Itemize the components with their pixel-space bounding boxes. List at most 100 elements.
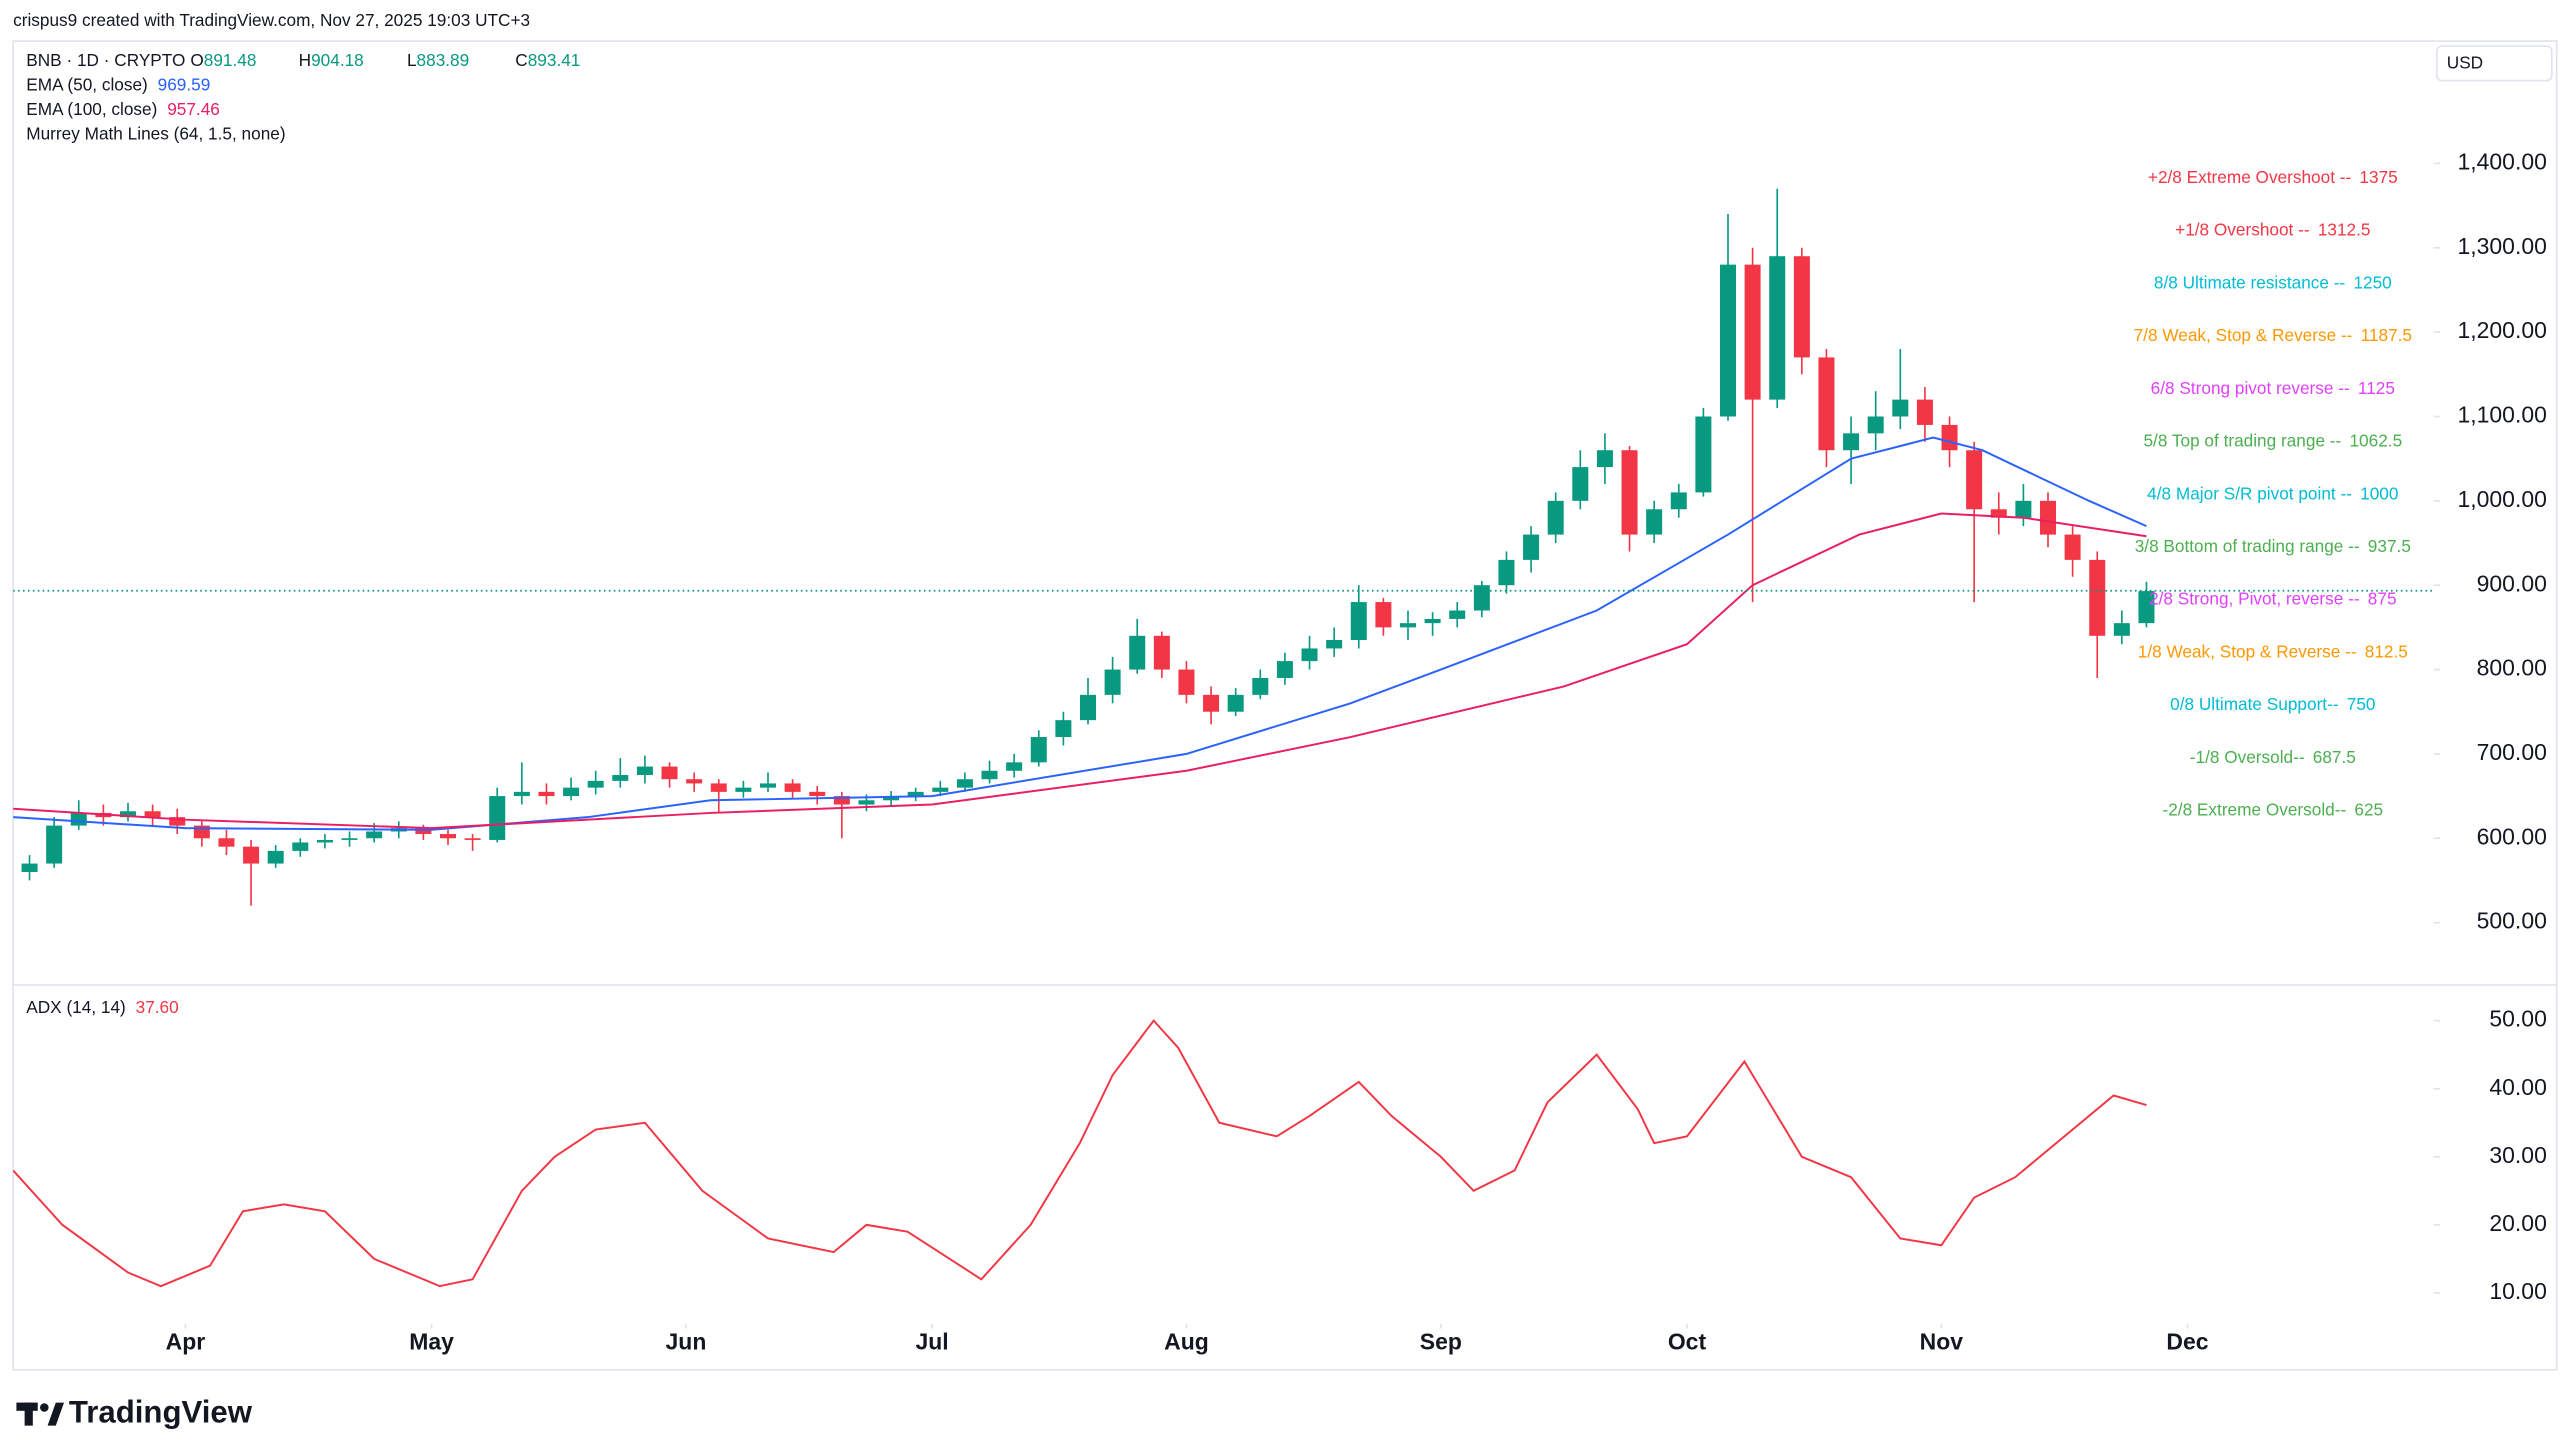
candle-body [1276,661,1293,678]
y-tick-label: 500.00 [2477,908,2547,934]
murrey-name: -1/8 Oversold-- [2190,746,2305,766]
candle-body [1178,669,1195,695]
x-tick-label: Aug [1164,1328,1209,1354]
y-tick-label: 20.00 [2489,1210,2546,1236]
murrey-name: 3/8 Bottom of trading range -- [2135,536,2360,556]
candle-body [1350,602,1367,641]
murrey-name: 2/8 Strong, Pivot, reverse -- [2149,588,2360,608]
candle-body [489,796,506,840]
candle-body [883,796,900,801]
murrey-value: 1062.5 [2349,430,2402,450]
candle-body [120,811,136,818]
candle-body [1670,492,1687,510]
candle-body [1793,256,1810,358]
candle-body [833,796,850,805]
legend-name: EMA (50, close) [26,74,148,94]
murrey-value: 1187.5 [2361,325,2412,345]
murrey-name: 6/8 Strong pivot reverse -- [2151,377,2350,397]
candle-body [1818,357,1835,451]
candle-body [1104,669,1121,695]
y-tick-label: 700.00 [2477,739,2547,765]
currency: USD [2447,53,2483,73]
x-tick-label: Dec [2166,1328,2208,1354]
candle-body [464,838,481,840]
price-plot: +2/8 Extreme Overshoot -- 1375 +1/8 Oversh… [13,166,2434,906]
y-tick-label: 1,400.00 [2457,148,2546,174]
murrey-name: 7/8 Weak, Stop & Reverse -- [2134,325,2353,345]
murrey-label: 4/8 Major S/R pivot point -- 1000 [2147,483,2398,503]
legend-name: EMA (100, close) [26,99,157,119]
murrey-label: 2/8 Strong, Pivot, reverse -- 875 [2149,588,2396,608]
adx-line [13,1019,2147,1288]
murrey-label: 0/8 Ultimate Support-- 750 [2170,694,2375,714]
x-tick-label: Jul [916,1328,949,1354]
y-tick-label: 1,300.00 [2457,233,2546,259]
candle-body [1744,264,1761,400]
murrey-label: +1/8 Overshoot -- 1312.5 [2175,219,2370,239]
candle-body [2089,559,2106,636]
chart-frame [12,40,2558,1371]
ohlc-label: O [190,49,203,69]
candle-body [1498,559,1515,586]
legend-value: 957.46 [167,99,220,119]
y-tick-label: 10.00 [2489,1278,2546,1304]
candle-body [809,791,826,797]
candle-body [1326,640,1343,649]
x-tick-label: May [409,1328,454,1354]
y-tick-label: 30.00 [2489,1142,2546,1168]
candle-body [563,787,580,797]
header: crispus9 created with TradingView.com, N… [13,10,530,30]
candle-body [1990,509,2007,518]
murrey-name: +2/8 Extreme Overshoot -- [2148,166,2351,186]
x-tick-label: Jun [666,1328,707,1354]
candle-body [415,828,432,835]
murrey-value: 687.5 [2313,746,2356,766]
murrey-name: +1/8 Overshoot -- [2175,219,2309,239]
legend-entry: ADX (14, 14) 37.60 [26,997,178,1017]
ohlc-label: H [299,49,311,69]
candle-body [46,825,63,864]
candle-body [341,838,358,840]
candle-body [292,842,309,851]
candle-body [1646,509,1663,535]
murrey-label: +2/8 Extreme Overshoot -- 1375 [2148,166,2398,186]
y-tick-label: 1,100.00 [2457,402,2546,428]
candle-body [2015,500,2032,518]
murrey-name: 1/8 Weak, Stop & Reverse -- [2138,641,2357,661]
y-tick-label: 600.00 [2477,823,2547,849]
candle-body [981,770,998,780]
candle-body [21,863,38,872]
candle-body [144,811,161,818]
chart-layer: 500.00 600.00 700.00 800.00 900.00 1,000.00 1,… [13,49,2547,1354]
candle-body [2113,623,2130,636]
candle-body [661,766,678,780]
murrey-value: 750 [2347,694,2376,714]
candle-body [1966,450,1983,510]
ohlc-label: L [407,49,417,69]
candle-body [2138,591,2155,624]
currency-box[interactable] [2436,45,2553,82]
candle-body [1030,737,1047,763]
candle-body [1129,635,1146,670]
murrey-value: 1375 [2359,166,2397,186]
candle-body [1203,694,1220,712]
candle-body [440,834,456,839]
murrey-label: 6/8 Strong pivot reverse -- 1125 [2151,377,2395,397]
murrey-label: -2/8 Extreme Oversold-- 625 [2162,799,2383,819]
ohlc-entry: H904.18 [299,49,364,69]
candle-body [1227,694,1244,712]
murrey-value: 875 [2368,588,2397,608]
murrey-name: 8/8 Ultimate resistance -- [2154,272,2345,292]
murrey-label: 7/8 Weak, Stop & Reverse -- 1187.5 [2134,325,2412,345]
y-tick-label: 1,000.00 [2457,486,2546,512]
murrey-name: -2/8 Extreme Oversold-- [2162,799,2346,819]
candle-body [70,812,87,826]
candle-body [1006,762,1023,771]
murrey-value: 1250 [2353,272,2391,292]
adx-plot [13,1019,2147,1288]
murrey-label: 1/8 Weak, Stop & Reverse -- 812.5 [2138,641,2408,661]
candle-body [1695,416,1712,493]
ohlc-entry: O891.48 [190,49,256,69]
